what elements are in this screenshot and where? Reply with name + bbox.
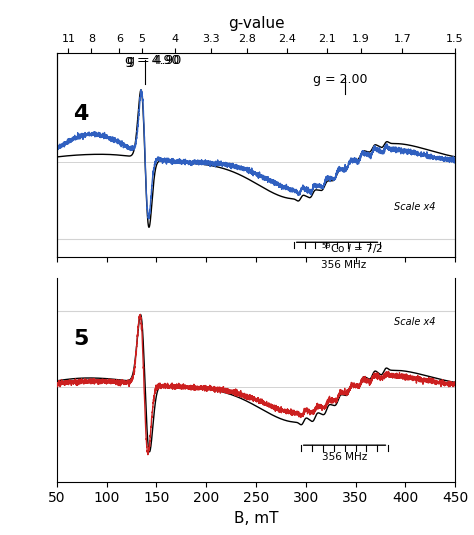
- Text: 5: 5: [73, 329, 88, 349]
- Text: Scale x4: Scale x4: [393, 202, 435, 212]
- Text: 356 MHz: 356 MHz: [320, 259, 366, 270]
- Text: Scale x4: Scale x4: [393, 317, 435, 327]
- Text: 356 MHz: 356 MHz: [322, 452, 367, 462]
- Text: g = 2.00: g = 2.00: [313, 73, 367, 86]
- Text: $^{59}$Co $I$ = 7/2: $^{59}$Co $I$ = 7/2: [320, 241, 383, 256]
- X-axis label: g-value: g-value: [228, 16, 284, 31]
- Text: g = 4.90: g = 4.90: [125, 55, 180, 67]
- Text: 4: 4: [73, 104, 88, 124]
- X-axis label: B, mT: B, mT: [234, 511, 278, 526]
- Text: g = 4.90: g = 4.90: [127, 55, 182, 67]
